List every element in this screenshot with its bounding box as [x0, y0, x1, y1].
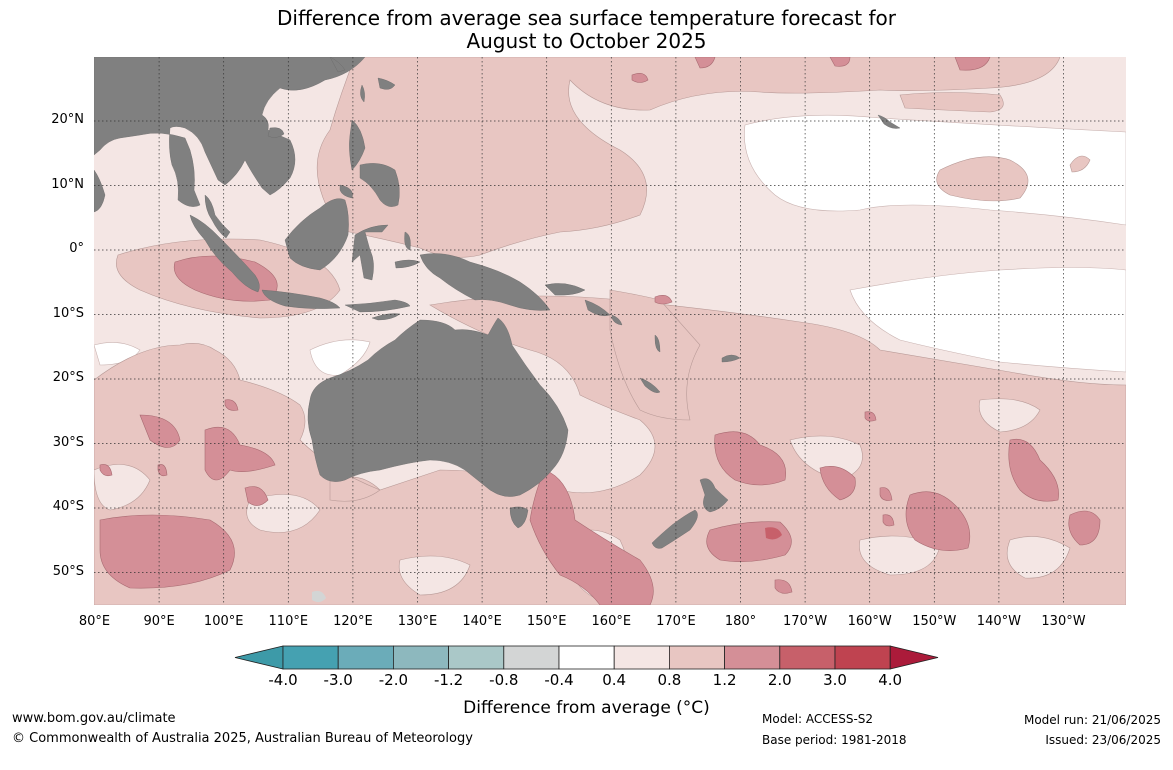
latitude-label: 40°S — [52, 499, 84, 514]
copyright-text: © Commonwealth of Australia 2025, Austra… — [12, 731, 473, 746]
cool-anomaly-spot — [312, 590, 326, 603]
latitude-label: 0° — [69, 241, 84, 256]
issued-date: Issued: 23/06/2025 — [1045, 733, 1161, 747]
colorbar-swatch — [669, 645, 726, 670]
longitude-label: 110°E — [268, 614, 309, 629]
latitude-label: 20°N — [51, 112, 84, 127]
latitude-label: 30°S — [52, 434, 84, 450]
colorbar-tick: 4.0 — [878, 671, 903, 689]
colorbar-tick: 2.0 — [767, 671, 792, 689]
longitude-label: 130°W — [1041, 614, 1086, 629]
colorbar-tick: -2.0 — [378, 671, 409, 689]
colorbar-tick: -0.4 — [544, 671, 574, 689]
longitude-label: 180° — [724, 614, 757, 629]
colorbar-tick: -3.0 — [323, 671, 353, 689]
latitude-label: 50°S — [52, 563, 84, 579]
colorbar-swatch — [448, 645, 505, 670]
colorbar-extend-high — [889, 645, 939, 670]
colorbar-tick: 0.8 — [657, 671, 682, 689]
longitude-label: 170°E — [656, 614, 696, 629]
model-run-date: Model run: 21/06/2025 — [1023, 713, 1161, 727]
colorbar-swatch — [392, 645, 449, 670]
colorbar-swatch — [834, 645, 891, 670]
colorbar-swatch — [503, 645, 560, 670]
colorbar-tick: 0.4 — [602, 671, 627, 689]
longitude-label: 120°E — [333, 614, 373, 629]
latitude-label: 20°S — [52, 370, 84, 385]
longitude-label: 150°W — [912, 614, 957, 629]
longitude-label: 150°E — [526, 614, 567, 629]
map-area — [94, 57, 1126, 605]
longitude-label: 170°W — [783, 614, 828, 629]
colorbar-tick: 3.0 — [823, 671, 847, 689]
colorbar-swatch — [613, 645, 670, 670]
anomaly-2.0-3.0-regions — [765, 527, 782, 540]
base-period: Base period: 1981-2018 — [762, 733, 907, 747]
colorbar-tick: -0.8 — [489, 671, 519, 689]
colorbar-extend-low — [234, 645, 284, 670]
colorbar-tick: -1.2 — [433, 671, 464, 689]
colorbar-tick: 1.2 — [712, 671, 737, 689]
map-title-line2: August to October 2025 — [466, 29, 707, 53]
colorbar-swatch — [337, 645, 394, 670]
colorbar-swatch — [779, 645, 836, 670]
website-link[interactable]: www.bom.gov.au/climate — [12, 711, 176, 726]
land-masses — [94, 57, 901, 549]
graticule — [94, 57, 1126, 605]
longitude-label: 80°E — [78, 614, 111, 629]
longitude-label: 160°E — [591, 614, 632, 629]
colorbar-swatch — [282, 645, 339, 670]
longitude-label: 140°E — [462, 614, 502, 629]
map-title-line1: Difference from average sea surface temp… — [276, 6, 896, 30]
latitude-label: 10°S — [52, 305, 84, 321]
colorbar — [234, 645, 939, 670]
latitude-label: 10°N — [51, 176, 84, 192]
longitude-label: 90°E — [143, 614, 175, 629]
longitude-label: 160°W — [847, 614, 892, 629]
longitude-label: 100°E — [203, 614, 244, 629]
colorbar-swatch — [724, 645, 781, 670]
colorbar-label: Difference from average (°C) — [463, 698, 710, 718]
longitude-label: 140°W — [976, 614, 1021, 629]
model-name: Model: ACCESS-S2 — [762, 712, 874, 726]
colorbar-swatch — [558, 645, 615, 670]
longitude-label: 130°E — [397, 614, 438, 629]
colorbar-tick: -4.0 — [268, 671, 298, 689]
anomaly-1.2-2.0-regions — [99, 57, 1101, 605]
